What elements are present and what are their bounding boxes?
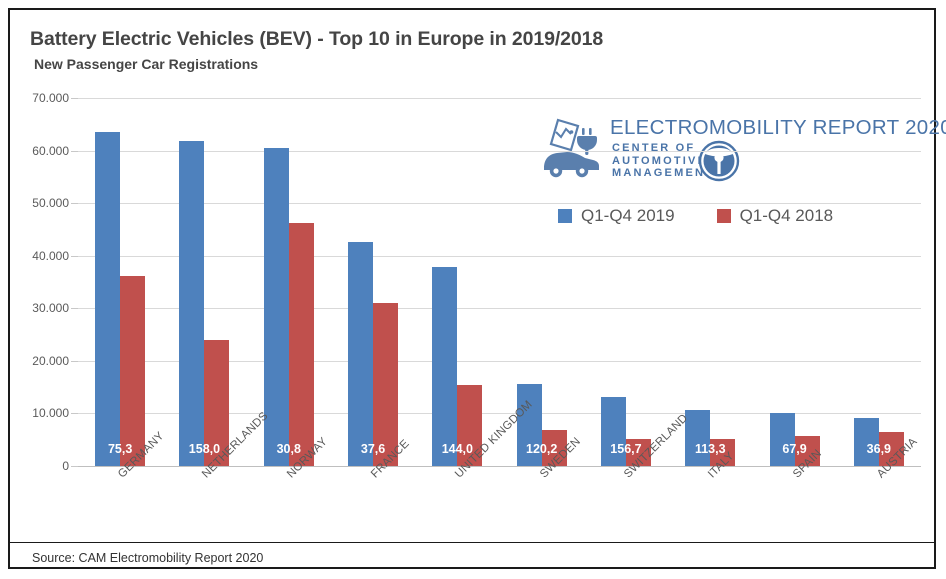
- bar-2018[interactable]: [878, 431, 904, 466]
- bar-group: 67,9: [769, 98, 820, 466]
- logo-sub-line-2: AUTOMOTIVE: [612, 154, 708, 167]
- bar-2019[interactable]: [769, 413, 795, 466]
- y-axis-tick-label: 70.000: [32, 91, 69, 105]
- bar-2018[interactable]: [120, 275, 146, 466]
- bar-2018[interactable]: [288, 223, 314, 466]
- gridline: [78, 308, 921, 310]
- gridline: [78, 360, 921, 362]
- chart-legend: Q1-Q4 2019 Q1-Q4 2018: [558, 206, 833, 226]
- bar-2019[interactable]: [432, 267, 458, 466]
- y-axis-tick-mark: [71, 150, 78, 152]
- bar-2019[interactable]: [348, 242, 374, 466]
- page-title: Battery Electric Vehicles (BEV) - Top 10…: [30, 28, 604, 50]
- legend-item-2019[interactable]: Q1-Q4 2019: [558, 206, 675, 226]
- legend-label-2018: Q1-Q4 2018: [739, 206, 834, 225]
- y-axis-tick-label: 10.000: [32, 406, 69, 421]
- logo-title: ELECTROMOBILITY REPORT 2020: [610, 116, 946, 139]
- y-axis-tick-label: 60.000: [32, 143, 69, 158]
- chart-frame: Battery Electric Vehicles (BEV) - Top 10…: [8, 8, 946, 569]
- footer-divider: [10, 542, 934, 543]
- y-axis-tick-label: 0: [62, 459, 69, 473]
- bar-2018[interactable]: [625, 438, 651, 466]
- bar-2019[interactable]: [685, 410, 711, 466]
- bar-group: 37,6: [348, 98, 399, 466]
- legend-swatch-2018: [716, 209, 731, 223]
- gridline: [78, 255, 921, 257]
- bar-2018[interactable]: [710, 438, 736, 466]
- y-axis-tick-mark: [71, 98, 78, 99]
- bar-group: 158,0: [179, 98, 230, 466]
- bar-2018[interactable]: [457, 385, 483, 466]
- bar-2019[interactable]: [95, 132, 121, 466]
- y-axis-tick-label: 50.000: [32, 196, 69, 211]
- bar-2019[interactable]: [600, 397, 626, 466]
- bar-group: 113,3: [685, 98, 736, 466]
- bar-group: 36,9: [853, 98, 904, 466]
- bar-group: 144,0: [432, 98, 483, 466]
- y-axis-tick-label: 20.000: [32, 353, 69, 368]
- gridline: [78, 203, 921, 205]
- y-axis-tick-label: 40.000: [32, 248, 69, 263]
- gridline: [78, 150, 921, 152]
- y-axis-tick-mark: [71, 413, 78, 415]
- bar-2018[interactable]: [794, 435, 820, 466]
- bar-2018[interactable]: [373, 303, 399, 466]
- bar-2019[interactable]: [516, 384, 542, 466]
- bar-2018[interactable]: [204, 340, 230, 466]
- gridline: [78, 413, 921, 415]
- electric-car-icon: [544, 118, 599, 178]
- plot-area: 0 10.000 20.000 30.000 40.000 50.000 60.000 70.…: [32, 91, 921, 473]
- source-note: Source: CAM Electromobility Report 2020: [32, 551, 264, 565]
- bar-group: 30,8: [263, 98, 314, 466]
- legend-swatch-2019: [558, 209, 572, 223]
- page-subtitle: New Passenger Car Registrations: [34, 56, 259, 72]
- y-axis-tick-mark: [71, 203, 78, 205]
- y-axis-tick-mark: [71, 360, 78, 362]
- bar-2019[interactable]: [853, 417, 879, 466]
- legend-label-2019: Q1-Q4 2019: [581, 206, 675, 225]
- y-axis-tick-mark: [71, 466, 78, 467]
- bar-2018[interactable]: [541, 429, 567, 466]
- bar-2019[interactable]: [263, 148, 289, 466]
- legend-item-2018[interactable]: Q1-Q4 2018: [716, 206, 834, 226]
- bar-group: 156,7: [600, 98, 651, 466]
- bar-group: 75,3: [95, 98, 146, 466]
- bar-2019[interactable]: [179, 140, 205, 466]
- gridline: [78, 98, 921, 99]
- y-axis-tick-mark: [71, 308, 78, 310]
- x-axis-line: [78, 466, 921, 467]
- logo-sub-line-3: MANAGEMENT: [612, 167, 715, 179]
- y-axis-tick-mark: [71, 255, 78, 257]
- y-axis-tick-label: 30.000: [32, 301, 69, 316]
